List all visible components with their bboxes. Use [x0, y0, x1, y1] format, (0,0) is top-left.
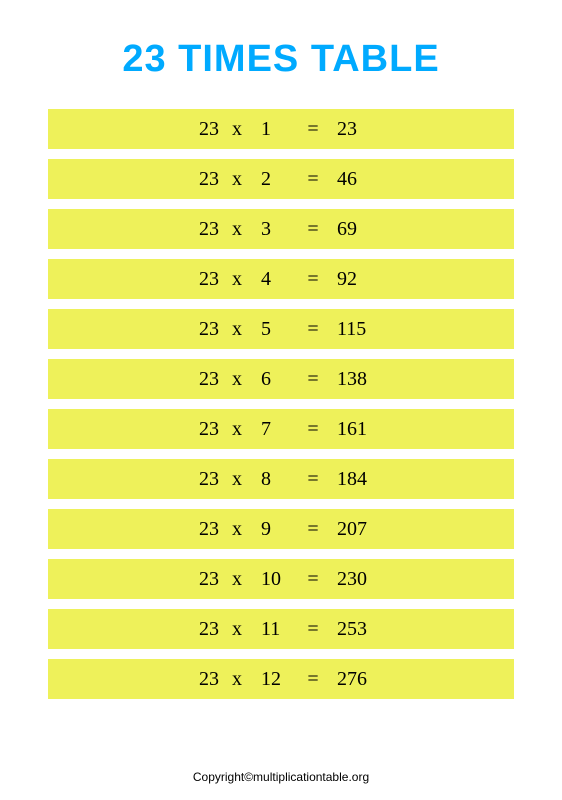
equals-symbol: =: [295, 218, 331, 241]
times-symbol: x: [219, 618, 255, 641]
result: 92: [331, 268, 383, 291]
equals-symbol: =: [295, 368, 331, 391]
result: 207: [331, 518, 383, 541]
times-symbol: x: [219, 118, 255, 141]
equals-symbol: =: [295, 268, 331, 291]
equals-symbol: =: [295, 418, 331, 441]
times-symbol: x: [219, 368, 255, 391]
table-row: 23x12=276: [48, 659, 514, 699]
result: 253: [331, 618, 383, 641]
equals-symbol: =: [295, 618, 331, 641]
page-title: 23 Times Table: [0, 0, 562, 109]
multiplier: 5: [255, 318, 295, 341]
table-row: 23x6=138: [48, 359, 514, 399]
equals-symbol: =: [295, 668, 331, 691]
multiplier: 6: [255, 368, 295, 391]
times-symbol: x: [219, 318, 255, 341]
multiplier: 7: [255, 418, 295, 441]
multiplicand: 23: [179, 418, 219, 441]
times-symbol: x: [219, 468, 255, 491]
equals-symbol: =: [295, 468, 331, 491]
multiplier: 8: [255, 468, 295, 491]
result: 184: [331, 468, 383, 491]
result: 276: [331, 668, 383, 691]
result: 115: [331, 318, 383, 341]
times-symbol: x: [219, 518, 255, 541]
equals-symbol: =: [295, 118, 331, 141]
table-row: 23x1=23: [48, 109, 514, 149]
copyright-footer: Copyright©multiplicationtable.org: [0, 770, 562, 784]
result: 69: [331, 218, 383, 241]
times-symbol: x: [219, 418, 255, 441]
table-row: 23x10=230: [48, 559, 514, 599]
multiplier: 2: [255, 168, 295, 191]
times-symbol: x: [219, 268, 255, 291]
times-symbol: x: [219, 668, 255, 691]
multiplicand: 23: [179, 118, 219, 141]
times-symbol: x: [219, 168, 255, 191]
table-row: 23x3=69: [48, 209, 514, 249]
table-row: 23x8=184: [48, 459, 514, 499]
result: 23: [331, 118, 383, 141]
table-row: 23x9=207: [48, 509, 514, 549]
result: 138: [331, 368, 383, 391]
multiplicand: 23: [179, 168, 219, 191]
result: 161: [331, 418, 383, 441]
table-row: 23x5=115: [48, 309, 514, 349]
multiplicand: 23: [179, 218, 219, 241]
multiplicand: 23: [179, 318, 219, 341]
multiplier: 9: [255, 518, 295, 541]
multiplicand: 23: [179, 518, 219, 541]
multiplier: 4: [255, 268, 295, 291]
multiplier: 12: [255, 668, 295, 691]
equals-symbol: =: [295, 518, 331, 541]
multiplier: 1: [255, 118, 295, 141]
times-symbol: x: [219, 218, 255, 241]
multiplicand: 23: [179, 268, 219, 291]
table-row: 23x7=161: [48, 409, 514, 449]
table-row: 23x11=253: [48, 609, 514, 649]
table-row: 23x4=92: [48, 259, 514, 299]
equals-symbol: =: [295, 318, 331, 341]
multiplier: 3: [255, 218, 295, 241]
equals-symbol: =: [295, 168, 331, 191]
times-symbol: x: [219, 568, 255, 591]
multiplicand: 23: [179, 468, 219, 491]
multiplier: 10: [255, 568, 295, 591]
result: 230: [331, 568, 383, 591]
table-container: 23x1=2323x2=4623x3=6923x4=9223x5=11523x6…: [0, 109, 562, 699]
equals-symbol: =: [295, 568, 331, 591]
multiplicand: 23: [179, 618, 219, 641]
result: 46: [331, 168, 383, 191]
table-row: 23x2=46: [48, 159, 514, 199]
multiplicand: 23: [179, 368, 219, 391]
multiplicand: 23: [179, 568, 219, 591]
multiplier: 11: [255, 618, 295, 641]
multiplicand: 23: [179, 668, 219, 691]
